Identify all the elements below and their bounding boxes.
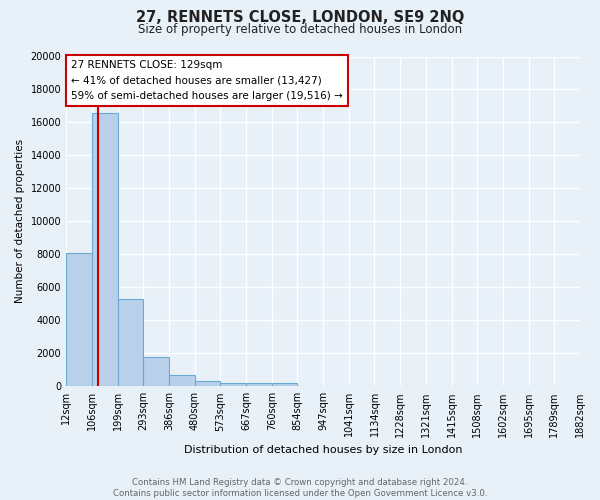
Bar: [246, 383, 272, 386]
Bar: [92, 112, 118, 386]
Bar: [194, 382, 220, 386]
Text: Size of property relative to detached houses in London: Size of property relative to detached ho…: [138, 22, 462, 36]
Bar: [272, 384, 298, 386]
Text: 27 RENNETS CLOSE: 129sqm
← 41% of detached houses are smaller (13,427)
59% of se: 27 RENNETS CLOSE: 129sqm ← 41% of detach…: [71, 60, 343, 101]
X-axis label: Distribution of detached houses by size in London: Distribution of detached houses by size …: [184, 445, 463, 455]
Bar: [118, 299, 143, 386]
Text: Contains HM Land Registry data © Crown copyright and database right 2024.
Contai: Contains HM Land Registry data © Crown c…: [113, 478, 487, 498]
Bar: [66, 252, 92, 386]
Bar: [143, 358, 169, 386]
Text: 27, RENNETS CLOSE, LONDON, SE9 2NQ: 27, RENNETS CLOSE, LONDON, SE9 2NQ: [136, 10, 464, 25]
Y-axis label: Number of detached properties: Number of detached properties: [15, 140, 25, 304]
Bar: [220, 382, 246, 386]
Bar: [169, 375, 194, 386]
